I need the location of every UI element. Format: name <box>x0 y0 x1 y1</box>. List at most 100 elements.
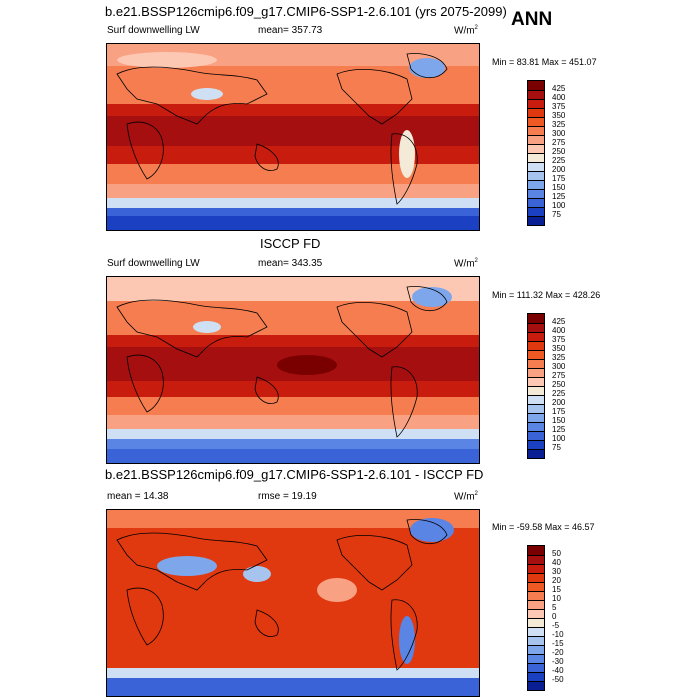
colorbar-tick-label: -15 <box>552 639 564 648</box>
colorbar-tick-label: 400 <box>552 326 566 335</box>
panel3-map <box>106 509 480 697</box>
colorbar-tick-label: 125 <box>552 425 566 434</box>
colorbar-swatch <box>528 359 544 368</box>
colorbar-tick-label: 150 <box>552 183 566 192</box>
panel3-mean-label: mean = 14.38 <box>107 491 169 502</box>
panel1-map <box>106 43 480 231</box>
colorbar-swatch <box>528 99 544 108</box>
colorbar-swatch <box>528 162 544 171</box>
panel1-mean-label: mean= 357.73 <box>258 25 323 36</box>
colorbar-swatch <box>528 189 544 198</box>
colorbar-swatch <box>528 681 544 690</box>
colorbar-tick-label: 350 <box>552 111 566 120</box>
obs-title: ISCCP FD <box>260 236 321 251</box>
colorbar-swatch <box>528 350 544 359</box>
colorbar-swatch <box>528 395 544 404</box>
panel1-colorbar <box>527 80 545 226</box>
colorbar-tick-label: 325 <box>552 353 566 362</box>
colorbar-tick-label: 225 <box>552 389 566 398</box>
colorbar-swatch <box>528 431 544 440</box>
colorbar-tick-label: 225 <box>552 156 566 165</box>
colorbar-swatch <box>528 180 544 189</box>
panel2-colorbar <box>527 313 545 459</box>
colorbar-swatch <box>528 323 544 332</box>
colorbar-tick-label: -30 <box>552 657 564 666</box>
panel2-map <box>106 276 480 464</box>
colorbar-tick-label: 175 <box>552 174 566 183</box>
colorbar-tick-label: -50 <box>552 675 564 684</box>
colorbar-swatch <box>528 636 544 645</box>
colorbar-swatch <box>528 422 544 431</box>
colorbar-swatch <box>528 591 544 600</box>
colorbar-swatch <box>528 144 544 153</box>
panel3-map-field <box>107 510 479 696</box>
colorbar-swatch <box>528 404 544 413</box>
panel2-map-field <box>107 277 479 463</box>
colorbar-swatch <box>528 627 544 636</box>
colorbar-tick-label: 5 <box>552 603 557 612</box>
colorbar-swatch <box>528 663 544 672</box>
colorbar-swatch <box>528 546 544 555</box>
colorbar-swatch <box>528 386 544 395</box>
panel1-minmax: Min = 83.81 Max = 451.07 <box>492 57 597 67</box>
panel1-map-field <box>107 44 479 230</box>
colorbar-swatch <box>528 216 544 225</box>
colorbar-swatch <box>528 81 544 90</box>
colorbar-swatch <box>528 564 544 573</box>
colorbar-tick-label: 300 <box>552 362 566 371</box>
colorbar-tick-label: 125 <box>552 192 566 201</box>
colorbar-swatch <box>528 341 544 350</box>
colorbar-swatch <box>528 314 544 323</box>
panel3-unit-label: W/m2 <box>454 491 478 503</box>
colorbar-tick-label: 150 <box>552 416 566 425</box>
colorbar-tick-label: -20 <box>552 648 564 657</box>
colorbar-tick-label: 250 <box>552 380 566 389</box>
colorbar-swatch <box>528 153 544 162</box>
colorbar-swatch <box>528 449 544 458</box>
colorbar-tick-label: 0 <box>552 612 557 621</box>
colorbar-tick-label: 40 <box>552 558 561 567</box>
colorbar-tick-label: 100 <box>552 201 566 210</box>
colorbar-tick-label: 375 <box>552 102 566 111</box>
panel2-variable-label: Surf downwelling LW <box>107 258 200 269</box>
panel3-colorbar <box>527 545 545 691</box>
colorbar-swatch <box>528 645 544 654</box>
main-title: b.e21.BSSP126cmip6.f09_g17.CMIP6-SSP1-2.… <box>105 4 507 19</box>
colorbar-swatch <box>528 207 544 216</box>
colorbar-tick-label: 425 <box>552 317 566 326</box>
panel1-variable-label: Surf downwelling LW <box>107 25 200 36</box>
season-label: ANN <box>511 9 553 30</box>
colorbar-tick-label: 10 <box>552 594 561 603</box>
colorbar-swatch <box>528 90 544 99</box>
colorbar-tick-label: 75 <box>552 210 561 219</box>
colorbar-tick-label: 350 <box>552 344 566 353</box>
panel1-unit-label: W/m2 <box>454 25 478 37</box>
colorbar-tick-label: 275 <box>552 371 566 380</box>
colorbar-swatch <box>528 555 544 564</box>
colorbar-tick-label: 275 <box>552 138 566 147</box>
colorbar-tick-label: 250 <box>552 147 566 156</box>
panel2-unit-label: W/m2 <box>454 258 478 270</box>
colorbar-swatch <box>528 198 544 207</box>
colorbar-swatch <box>528 609 544 618</box>
colorbar-tick-label: 375 <box>552 335 566 344</box>
colorbar-tick-label: 50 <box>552 549 561 558</box>
panel2-mean-label: mean= 343.35 <box>258 258 323 269</box>
colorbar-swatch <box>528 573 544 582</box>
colorbar-tick-label: -10 <box>552 630 564 639</box>
panel3-rmse-label: rmse = 19.19 <box>258 491 317 502</box>
colorbar-tick-label: 75 <box>552 443 561 452</box>
colorbar-swatch <box>528 413 544 422</box>
colorbar-swatch <box>528 600 544 609</box>
colorbar-swatch <box>528 332 544 341</box>
panel3-minmax: Min = -59.58 Max = 46.57 <box>492 522 595 532</box>
colorbar-swatch <box>528 108 544 117</box>
colorbar-tick-label: 300 <box>552 129 566 138</box>
colorbar-swatch <box>528 117 544 126</box>
colorbar-tick-label: 200 <box>552 165 566 174</box>
colorbar-tick-label: -40 <box>552 666 564 675</box>
colorbar-tick-label: 425 <box>552 84 566 93</box>
colorbar-tick-label: 175 <box>552 407 566 416</box>
colorbar-swatch <box>528 654 544 663</box>
colorbar-tick-label: 200 <box>552 398 566 407</box>
